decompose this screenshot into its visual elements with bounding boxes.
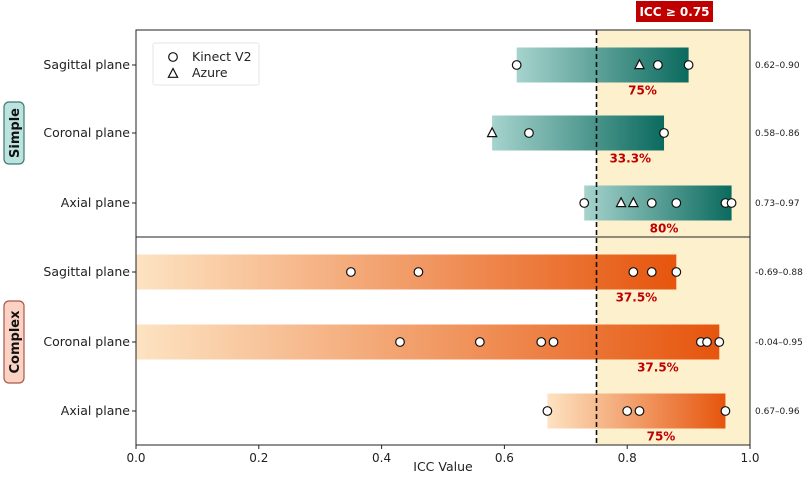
range-label: 0.62–0.90 [755, 61, 800, 71]
group-label: Complex [8, 310, 23, 374]
range-bar [136, 254, 677, 290]
legend-kinect-marker [168, 52, 178, 62]
kinect-point [474, 337, 485, 347]
legend-kinect-label: Kinect V2 [192, 49, 252, 64]
kinect-point [671, 198, 682, 208]
group-badge-box [3, 101, 25, 165]
x-tick-label: 0.6 [495, 451, 514, 465]
azure-point [627, 196, 639, 208]
azure-point [633, 58, 646, 70]
kinect-point [622, 406, 633, 416]
kinect-point [395, 337, 405, 347]
kinect-point [634, 406, 645, 416]
group-badge: Complex [3, 300, 25, 384]
x-axis-label: ICC Value [413, 459, 473, 474]
kinect-point [548, 337, 559, 347]
kinect-point [511, 60, 522, 70]
kinect-point [524, 128, 534, 138]
threshold-badge [636, 1, 713, 22]
text-layer: Sagittal plane 0.62–0.90 75% Coronal plane 0… [3, 1, 803, 474]
row-label: Sagittal plane [43, 264, 130, 279]
x-tick-label: 0.8 [618, 451, 637, 465]
range-label: 0.67–0.96 [755, 407, 800, 417]
x-tick-label: 1.0 [740, 451, 759, 465]
kinect-point [671, 267, 682, 277]
range-label: 0.58–0.86 [755, 129, 800, 139]
kinect-point [346, 267, 356, 277]
range-label: 0.73–0.97 [755, 199, 800, 209]
group-badge-box [3, 300, 25, 384]
kinect-point [579, 198, 590, 208]
row-label: Coronal plane [43, 125, 130, 140]
range-bar [136, 324, 720, 360]
x-tick-label: 0.4 [372, 451, 391, 465]
kinect-point [646, 198, 657, 208]
row-label: Sagittal plane [43, 57, 130, 72]
range-bar [516, 47, 689, 83]
percent-label: 75% [647, 430, 676, 444]
percent-label: 37.5% [616, 291, 658, 305]
row-label: Axial plane [61, 195, 131, 210]
legend-azure-marker [167, 67, 179, 78]
points-layer [346, 58, 737, 416]
legend-azure-label: Azure [192, 65, 228, 80]
kinect-point [536, 337, 547, 347]
kinect-point [720, 406, 731, 416]
kinect-point [628, 267, 639, 277]
group-badge: Simple [3, 101, 25, 165]
legend-box [152, 42, 260, 86]
x-tick-label: 0.2 [249, 451, 268, 465]
row-label: Axial plane [61, 403, 131, 418]
percent-label: 75% [628, 84, 657, 98]
range-bar [584, 185, 732, 221]
kinect-point [646, 267, 657, 277]
frame-layer [132, 29, 751, 449]
range-label: -0.04–0.95 [755, 338, 803, 348]
bars-layer [136, 47, 732, 429]
azure-point [615, 196, 627, 208]
range-bar [492, 115, 665, 151]
kinect-point [714, 337, 725, 347]
kinect-point [683, 60, 694, 70]
x-tick-label: 0.0 [126, 451, 145, 465]
kinect-point [726, 198, 737, 208]
percent-label: 37.5% [637, 361, 679, 375]
threshold-label: ICC ≥ 0.75 [639, 5, 709, 19]
percent-label: 33.3% [609, 152, 651, 166]
azure-point [486, 126, 498, 138]
kinect-point [542, 406, 553, 416]
kinect-point [659, 128, 669, 138]
group-label: Simple [8, 108, 23, 158]
range-label: -0.69–0.88 [755, 268, 803, 278]
kinect-point [702, 337, 712, 347]
row-label: Coronal plane [43, 334, 130, 349]
percent-label: 80% [650, 222, 679, 236]
kinect-point [653, 60, 663, 70]
kinect-point [413, 267, 424, 277]
